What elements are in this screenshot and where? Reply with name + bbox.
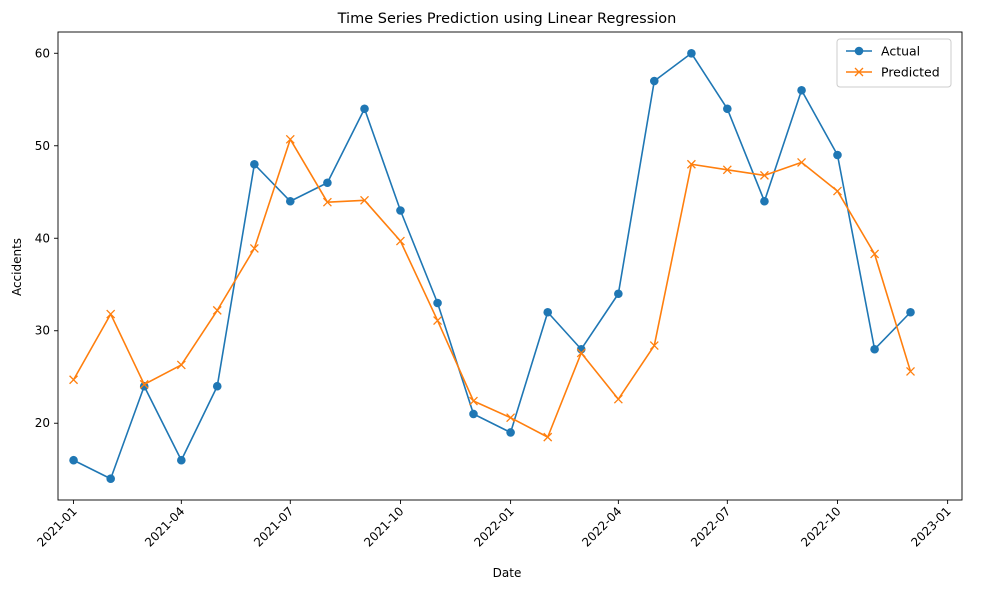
point-actual	[833, 150, 842, 160]
point-predicted	[833, 186, 842, 196]
point-predicted	[506, 413, 516, 423]
y-tick-label: 20	[35, 416, 50, 430]
point-predicted	[395, 236, 405, 246]
legend-item: Actual	[846, 44, 920, 59]
point-predicted	[139, 379, 149, 389]
y-tick-label: 50	[35, 139, 50, 153]
point-actual	[285, 196, 295, 206]
y-tick-label: 60	[35, 46, 50, 60]
point-actual	[106, 474, 115, 484]
point-actual	[69, 455, 78, 465]
point-predicted	[285, 134, 295, 144]
point-predicted	[249, 243, 259, 253]
x-axis-title: Date	[493, 566, 522, 580]
point-actual	[250, 159, 259, 169]
point-actual	[506, 428, 515, 437]
point-predicted	[686, 159, 696, 169]
plot-frame	[57, 31, 963, 501]
x-tick-label: 2021-10	[361, 504, 406, 549]
point-predicted	[906, 366, 915, 376]
y-tick-label: 30	[35, 324, 50, 338]
point-actual	[212, 381, 222, 391]
point-actual	[433, 298, 442, 308]
point-actual	[870, 344, 879, 354]
point-actual	[649, 76, 659, 86]
point-actual	[723, 104, 732, 114]
series-line-actual	[73, 52, 912, 480]
point-predicted	[649, 341, 659, 351]
y-axis-title: Accidents	[10, 238, 24, 296]
point-predicted	[360, 195, 369, 205]
point-predicted	[322, 197, 332, 207]
legend-label: Predicted	[881, 65, 940, 80]
point-actual	[396, 206, 405, 215]
point-predicted	[613, 394, 623, 404]
point-actual	[469, 409, 478, 419]
point-predicted	[176, 360, 186, 370]
legend-label: Actual	[881, 44, 920, 59]
legend-marker	[854, 67, 864, 77]
point-predicted	[543, 432, 553, 442]
point-actual	[906, 307, 915, 317]
x-tick-label: 2023-01	[908, 504, 953, 549]
point-predicted	[759, 170, 769, 180]
x-tick-label: 2021-07	[251, 504, 296, 549]
legend: Actual Predicted	[836, 38, 952, 88]
plot-area: 20 30 40 50 60 2021-01 2021-04 2021-07 2021-10 20…	[34, 31, 963, 550]
x-tick-label: 2021-04	[142, 504, 187, 549]
x-tick-label: 2021-01	[34, 504, 79, 549]
point-actual	[323, 178, 332, 188]
point-predicted	[69, 375, 79, 385]
x-tick-label: 2022-01	[471, 504, 516, 549]
x-tick-label: 2022-07	[688, 504, 733, 549]
x-tick-label: 2022-04	[579, 504, 624, 549]
point-predicted	[469, 396, 478, 406]
x-tick-label: 2022-10	[798, 504, 843, 549]
y-tick-label: 40	[35, 231, 50, 245]
legend-marker	[854, 46, 864, 56]
point-actual	[177, 455, 186, 465]
point-predicted	[576, 348, 586, 358]
point-predicted	[106, 309, 116, 319]
point-actual	[360, 104, 369, 114]
point-actual	[614, 289, 623, 299]
legend-item: Predicted	[846, 65, 940, 80]
point-predicted	[797, 157, 807, 167]
point-actual	[797, 85, 806, 95]
point-predicted	[870, 249, 880, 259]
point-predicted	[433, 316, 443, 326]
point-actual	[760, 196, 769, 206]
chart-title: Time Series Prediction using Linear Regr…	[337, 11, 677, 27]
series-line-predicted	[72, 138, 912, 438]
point-predicted	[212, 305, 222, 315]
point-actual	[687, 48, 696, 58]
point-actual	[543, 307, 553, 317]
point-predicted	[722, 165, 732, 175]
